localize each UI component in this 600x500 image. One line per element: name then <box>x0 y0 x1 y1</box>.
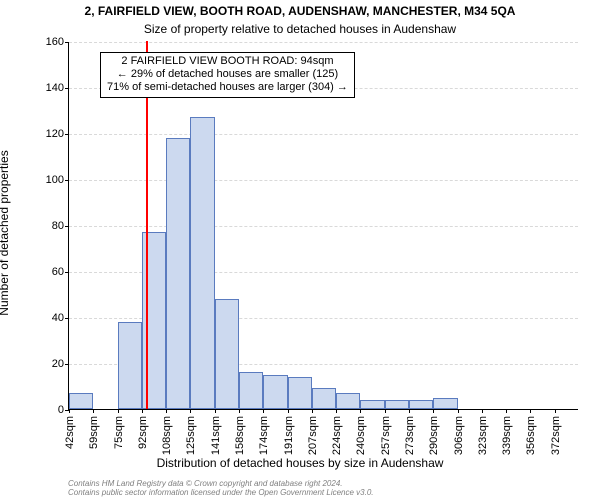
x-tick-label: 372sqm <box>550 416 562 455</box>
bar <box>336 393 360 409</box>
y-tick-mark <box>65 364 69 365</box>
x-tick-mark <box>506 409 507 413</box>
title-line-2: Size of property relative to detached ho… <box>0 22 600 36</box>
footer-line-1: Contains HM Land Registry data © Crown c… <box>68 479 374 488</box>
bar <box>69 393 93 409</box>
y-tick-label: 60 <box>34 266 64 278</box>
x-tick-mark <box>288 409 289 413</box>
y-tick-label: 100 <box>34 174 64 186</box>
x-tick-label: 108sqm <box>161 416 173 455</box>
x-tick-mark <box>215 409 216 413</box>
x-tick-label: 158sqm <box>234 416 246 455</box>
x-tick-mark <box>482 409 483 413</box>
x-tick-label: 59sqm <box>88 416 100 449</box>
x-tick-mark <box>336 409 337 413</box>
x-tick-label: 207sqm <box>307 416 319 455</box>
x-tick-mark <box>458 409 459 413</box>
bar <box>215 299 239 409</box>
y-tick-mark <box>65 180 69 181</box>
x-tick-label: 339sqm <box>501 416 513 455</box>
annotation-line-2: ← 29% of detached houses are smaller (12… <box>107 68 348 81</box>
bar <box>190 117 214 409</box>
x-tick-mark <box>312 409 313 413</box>
x-tick-mark <box>166 409 167 413</box>
y-tick-mark <box>65 134 69 135</box>
footer-line-2: Contains public sector information licen… <box>68 488 374 497</box>
x-tick-label: 356sqm <box>525 416 537 455</box>
x-tick-mark <box>530 409 531 413</box>
y-axis-label: Number of detached properties <box>0 150 11 315</box>
x-tick-mark <box>263 409 264 413</box>
bar <box>166 138 190 409</box>
chart-container: 2, FAIRFIELD VIEW, BOOTH ROAD, AUDENSHAW… <box>0 0 600 500</box>
bar <box>312 388 336 409</box>
y-tick-mark <box>65 226 69 227</box>
y-tick-mark <box>65 88 69 89</box>
x-tick-mark <box>118 409 119 413</box>
x-axis-label: Distribution of detached houses by size … <box>0 456 600 470</box>
x-tick-label: 290sqm <box>428 416 440 455</box>
x-tick-mark <box>385 409 386 413</box>
bar <box>385 400 409 409</box>
x-tick-mark <box>69 409 70 413</box>
x-tick-mark <box>433 409 434 413</box>
x-tick-label: 42sqm <box>64 416 76 449</box>
annotation-line-3: 71% of semi-detached houses are larger (… <box>107 81 348 94</box>
x-tick-mark <box>409 409 410 413</box>
x-tick-label: 75sqm <box>113 416 125 449</box>
footer-attribution: Contains HM Land Registry data © Crown c… <box>68 479 374 497</box>
y-tick-mark <box>65 42 69 43</box>
bar <box>118 322 142 409</box>
bar <box>433 398 457 410</box>
x-tick-mark <box>190 409 191 413</box>
bar <box>288 377 312 409</box>
y-tick-label: 40 <box>34 312 64 324</box>
y-tick-label: 20 <box>34 358 64 370</box>
bar <box>239 372 263 409</box>
annotation-line-1: 2 FAIRFIELD VIEW BOOTH ROAD: 94sqm <box>107 55 348 68</box>
x-tick-label: 141sqm <box>210 416 222 455</box>
y-tick-label: 80 <box>34 220 64 232</box>
x-tick-mark <box>93 409 94 413</box>
x-tick-mark <box>142 409 143 413</box>
bar <box>360 400 384 409</box>
x-tick-label: 323sqm <box>477 416 489 455</box>
x-tick-label: 240sqm <box>355 416 367 455</box>
x-tick-label: 125sqm <box>185 416 197 455</box>
x-tick-label: 306sqm <box>453 416 465 455</box>
title-line-1: 2, FAIRFIELD VIEW, BOOTH ROAD, AUDENSHAW… <box>0 4 600 18</box>
y-tick-label: 160 <box>34 36 64 48</box>
x-tick-mark <box>360 409 361 413</box>
y-tick-label: 140 <box>34 82 64 94</box>
x-tick-label: 92sqm <box>137 416 149 449</box>
x-tick-label: 174sqm <box>258 416 270 455</box>
y-tick-mark <box>65 318 69 319</box>
x-tick-label: 273sqm <box>404 416 416 455</box>
bar <box>409 400 433 409</box>
x-tick-mark <box>555 409 556 413</box>
annotation-box: 2 FAIRFIELD VIEW BOOTH ROAD: 94sqm ← 29%… <box>100 52 355 98</box>
x-tick-label: 191sqm <box>283 416 295 455</box>
bar <box>263 375 287 410</box>
y-tick-mark <box>65 272 69 273</box>
x-tick-label: 224sqm <box>331 416 343 455</box>
y-tick-label: 0 <box>34 404 64 416</box>
x-tick-label: 257sqm <box>380 416 392 455</box>
x-tick-mark <box>239 409 240 413</box>
y-tick-label: 120 <box>34 128 64 140</box>
